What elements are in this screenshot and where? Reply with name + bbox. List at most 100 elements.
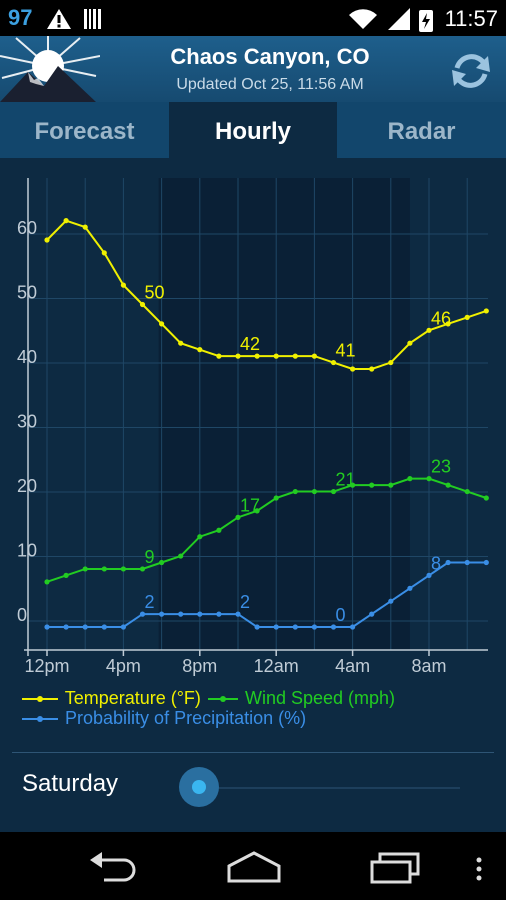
y-tick-label: 60	[17, 218, 37, 238]
wifi-icon	[349, 9, 377, 30]
data-point	[350, 482, 356, 488]
data-point	[483, 308, 489, 314]
y-tick-label: 30	[17, 412, 37, 432]
data-point	[235, 353, 241, 359]
data-point	[483, 559, 489, 566]
y-tick-label: 50	[17, 283, 37, 303]
data-point	[139, 301, 146, 308]
day-slider-knob[interactable]	[179, 767, 219, 807]
warning-icon	[47, 9, 71, 29]
data-point	[330, 624, 337, 630]
data-point	[311, 488, 317, 495]
data-point	[120, 624, 126, 630]
menu-icon[interactable]	[474, 856, 484, 882]
data-point	[178, 340, 184, 346]
y-tick-label: 40	[17, 347, 37, 367]
home-icon[interactable]	[226, 850, 282, 884]
data-point	[426, 476, 432, 482]
legend-wind-label: Wind Speed (mph)	[244, 688, 396, 708]
data-point	[254, 353, 260, 359]
data-point	[216, 611, 222, 617]
data-point	[426, 572, 432, 578]
data-point	[426, 327, 432, 333]
data-point	[63, 624, 69, 630]
x-tick-label: 12pm	[24, 656, 69, 676]
data-point	[464, 314, 470, 320]
data-point	[101, 624, 107, 630]
data-point	[44, 624, 50, 630]
series-line-0	[46, 219, 487, 370]
divider	[12, 752, 494, 753]
data-point	[330, 359, 337, 366]
data-point	[159, 559, 165, 566]
data-label: 46	[431, 308, 451, 328]
back-icon[interactable]	[86, 852, 138, 882]
night-shading	[158, 178, 410, 650]
data-label: 2	[145, 592, 155, 612]
tab-hourly[interactable]: Hourly	[169, 102, 337, 158]
data-point	[464, 559, 470, 566]
data-point	[216, 353, 222, 359]
data-point	[63, 572, 69, 578]
day-slider-track[interactable]	[200, 787, 460, 789]
legend-temperature-swatch	[22, 696, 58, 703]
legend-row-2: Probability of Precipitation (%)	[20, 708, 306, 729]
data-label: 17	[240, 495, 260, 515]
series-line-2	[47, 561, 487, 628]
data-point	[388, 482, 394, 488]
data-point	[178, 611, 184, 617]
data-point	[82, 224, 88, 230]
legend-precip-swatch	[22, 716, 58, 723]
data-point	[273, 624, 279, 630]
data-point	[216, 527, 222, 533]
data-point	[369, 482, 375, 488]
data-point	[197, 347, 203, 353]
series-line-1	[46, 477, 487, 583]
refresh-icon[interactable]	[448, 48, 494, 94]
data-point	[311, 624, 317, 630]
data-label: 50	[145, 283, 165, 303]
data-point	[254, 624, 260, 630]
data-label: 41	[336, 341, 356, 361]
tab-radar[interactable]: Radar	[387, 118, 456, 145]
data-point	[159, 611, 165, 617]
data-label: 8	[431, 553, 441, 573]
data-point	[483, 495, 489, 501]
data-point	[445, 559, 451, 566]
tab-bar: Forecast Hourly Radar	[0, 102, 506, 158]
data-point	[464, 488, 470, 495]
y-tick-label: 0	[17, 605, 27, 625]
data-label: 21	[336, 470, 356, 490]
tab-forecast[interactable]: Forecast	[34, 118, 135, 145]
data-point	[139, 566, 146, 572]
data-point	[369, 611, 375, 617]
data-point	[63, 218, 69, 224]
x-tick-label: 4am	[335, 656, 370, 676]
data-point	[139, 611, 146, 617]
data-point	[197, 534, 203, 540]
y-tick-label: 20	[17, 476, 37, 496]
data-point	[311, 353, 317, 359]
data-point	[159, 321, 165, 327]
data-point	[120, 566, 126, 572]
data-point	[235, 611, 241, 617]
data-point	[388, 598, 394, 604]
data-point	[445, 321, 451, 327]
y-tick-label: 10	[17, 541, 37, 561]
data-point	[407, 340, 413, 346]
data-point	[101, 250, 107, 256]
app-logo-icon	[0, 36, 100, 102]
data-point	[350, 624, 356, 630]
data-point	[82, 624, 88, 630]
legend-precip-label: Probability of Precipitation (%)	[65, 708, 307, 728]
data-point	[445, 482, 451, 488]
x-tick-label: 8am	[411, 656, 446, 676]
data-point	[101, 566, 107, 572]
recent-apps-icon[interactable]	[368, 852, 424, 884]
data-point	[407, 585, 413, 591]
battery-charging-icon	[419, 10, 433, 32]
data-point	[120, 282, 126, 288]
data-point	[273, 353, 279, 359]
data-point	[369, 366, 375, 372]
